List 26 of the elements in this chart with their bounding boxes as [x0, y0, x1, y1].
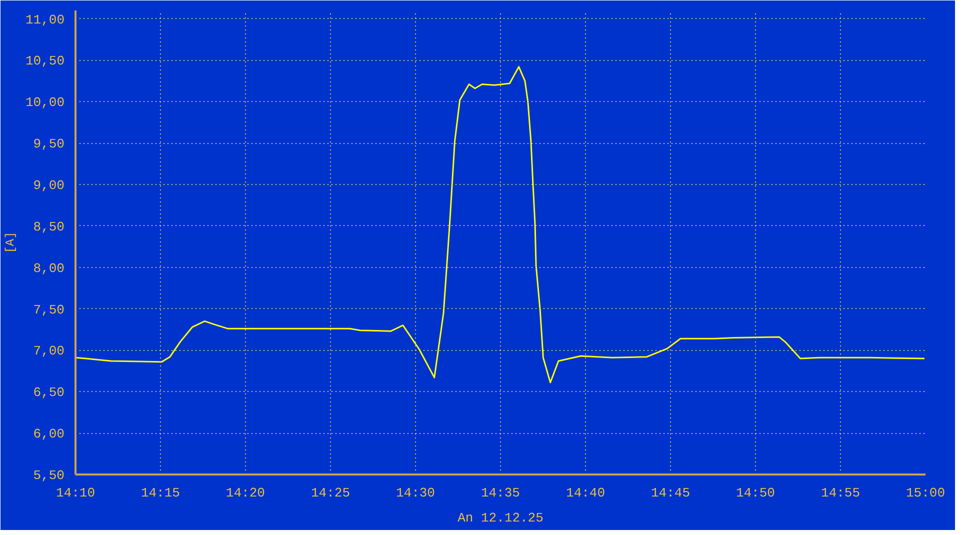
y-tick-label: 5,50 — [33, 468, 65, 483]
y-tick-label: 11,00 — [25, 12, 65, 28]
y-tick-label: 9,50 — [33, 136, 65, 152]
y-tick-label: 8,00 — [33, 260, 65, 276]
y-tick-label: 6,50 — [33, 385, 65, 400]
x-tick-label: 14:35 — [480, 486, 520, 500]
x-tick-label: 14:15 — [140, 486, 180, 500]
y-tick-label: 10,00 — [25, 95, 65, 110]
x-tick-label: 14:40 — [566, 486, 606, 500]
line-series — [76, 66, 926, 384]
x-tick-label: 14:45 — [650, 486, 690, 500]
x-tick-label: 14:50 — [736, 486, 775, 500]
x-tick-label: 15:00 — [906, 486, 946, 500]
y-tick-label: 8,50 — [33, 219, 65, 234]
x-tick-label: 14:25 — [311, 486, 350, 500]
x-tick-label: 14:10 — [56, 486, 96, 500]
y-tick-label: 9,00 — [33, 178, 65, 193]
x-tick-label: 14:55 — [821, 486, 860, 500]
x-tick-label: 14:30 — [396, 486, 435, 500]
y-tick-label: 7,00 — [33, 344, 65, 359]
y-axis-title: [A] — [3, 232, 18, 254]
y-tick-label: 10,50 — [25, 54, 65, 69]
text: An 12.12.25 — [458, 510, 544, 526]
y-tick-label: 7,50 — [33, 302, 65, 318]
x-tick-label: 14:20 — [226, 486, 265, 500]
y-tick-label: 6,00 — [33, 426, 65, 442]
